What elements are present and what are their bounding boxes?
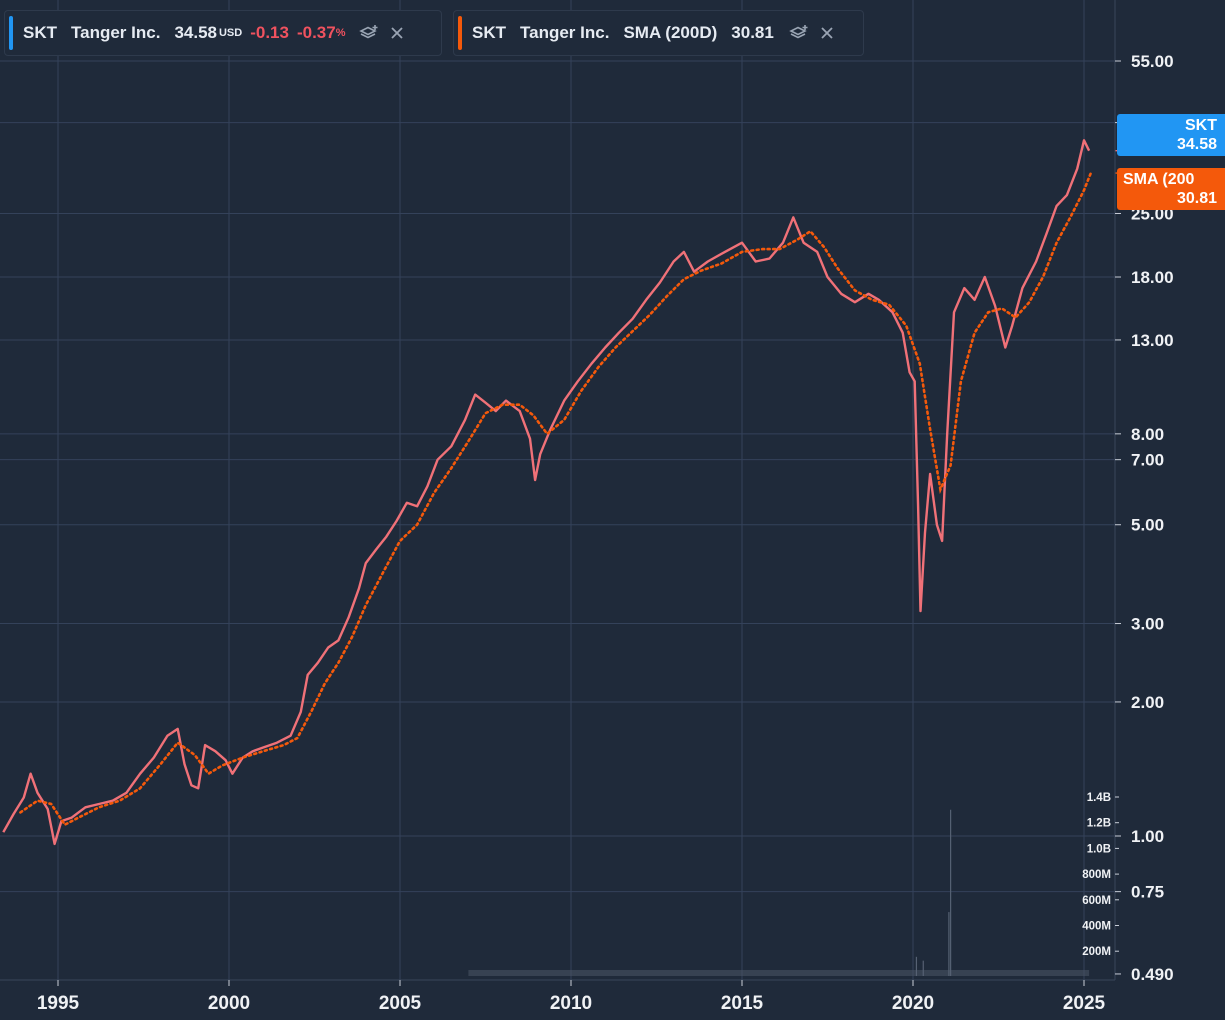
legend-price-change: -0.13 xyxy=(250,23,289,42)
x-tick-label: 2025 xyxy=(1063,993,1106,1014)
price-tag: SKT 34.58 xyxy=(1117,114,1225,156)
legend-price-value: 34.58 xyxy=(174,23,217,42)
layers-plus-icon[interactable] xyxy=(358,22,380,44)
volume-tick-label: 1.4B xyxy=(1087,792,1111,804)
volume-tick-label: 600M xyxy=(1082,895,1111,907)
legend-sma-symbol: SKT xyxy=(472,23,506,42)
sma-tag-label: SMA (200 xyxy=(1123,171,1195,188)
grid-lines xyxy=(0,0,1115,980)
legend-price[interactable]: SKT Tanger Inc. 34.58 USD -0.13 -0.37 % xyxy=(4,10,442,56)
y-tick-label: 18.00 xyxy=(1131,268,1174,287)
legend-sma[interactable]: SKT Tanger Inc. SMA (200D) 30.81 xyxy=(453,10,864,56)
volume-tick-label: 800M xyxy=(1082,869,1111,881)
legend-price-name: Tanger Inc. xyxy=(71,23,161,42)
x-tick-label: 2000 xyxy=(208,993,250,1014)
volume-tick-label: 200M xyxy=(1082,946,1111,958)
volume-axis: 1.4B 1.2B 1.0B 800M 600M 400M 200M xyxy=(1082,792,1119,958)
y-tick-label: 0.490 xyxy=(1131,965,1174,984)
sma-tag: SMA (200 30.81 xyxy=(1117,168,1225,210)
x-tick-label: 2015 xyxy=(721,993,764,1014)
legend-price-color-bar xyxy=(9,16,13,50)
close-icon[interactable] xyxy=(386,22,408,44)
legend-sma-indicator: SMA (200D) xyxy=(623,23,718,42)
y-tick-label: 2.00 xyxy=(1131,693,1164,712)
layers-plus-icon[interactable] xyxy=(788,22,810,44)
legend-price-change-pct: -0.37 xyxy=(296,23,336,42)
x-tick-label: 2010 xyxy=(550,993,592,1014)
legend-sma-value: 30.81 xyxy=(731,23,774,42)
volume-baseline xyxy=(468,970,1090,976)
y-tick-label: 1.00 xyxy=(1131,827,1164,846)
y-tick-label: 55.00 xyxy=(1131,52,1174,71)
legend-price-symbol: SKT xyxy=(23,23,57,42)
legend-sma-color-bar xyxy=(458,16,462,50)
close-icon[interactable] xyxy=(816,22,838,44)
volume-bars xyxy=(468,809,1090,976)
price-series-line xyxy=(2,139,1091,846)
volume-tick-label: 1.0B xyxy=(1087,843,1111,855)
legend-sma-name: Tanger Inc. xyxy=(520,23,610,42)
y-tick-label: 3.00 xyxy=(1131,615,1164,634)
volume-tick-label: 400M xyxy=(1082,921,1111,933)
x-tick-label: 1995 xyxy=(37,993,80,1014)
y-tick-label: 8.00 xyxy=(1131,425,1164,444)
price-tag-value: 34.58 xyxy=(1176,136,1217,153)
x-tick-label: 2020 xyxy=(892,993,934,1014)
y-tick-label: 0.75 xyxy=(1131,883,1164,902)
x-tick-label: 2005 xyxy=(379,993,422,1014)
y-tick-label: 13.00 xyxy=(1131,331,1174,350)
sma-series-line xyxy=(19,171,1093,827)
y-tick-label: 7.00 xyxy=(1131,451,1164,470)
legend-price-currency: USD xyxy=(218,27,243,39)
legend-price-pct-sign: % xyxy=(335,27,346,39)
x-axis: 1995 2000 2005 2010 2015 2020 2025 xyxy=(37,980,1106,1014)
sma-tag-value: 30.81 xyxy=(1176,190,1217,207)
volume-tick-label: 1.2B xyxy=(1087,818,1111,830)
price-tag-label: SKT xyxy=(1185,117,1217,134)
y-tick-label: 5.00 xyxy=(1131,516,1164,535)
